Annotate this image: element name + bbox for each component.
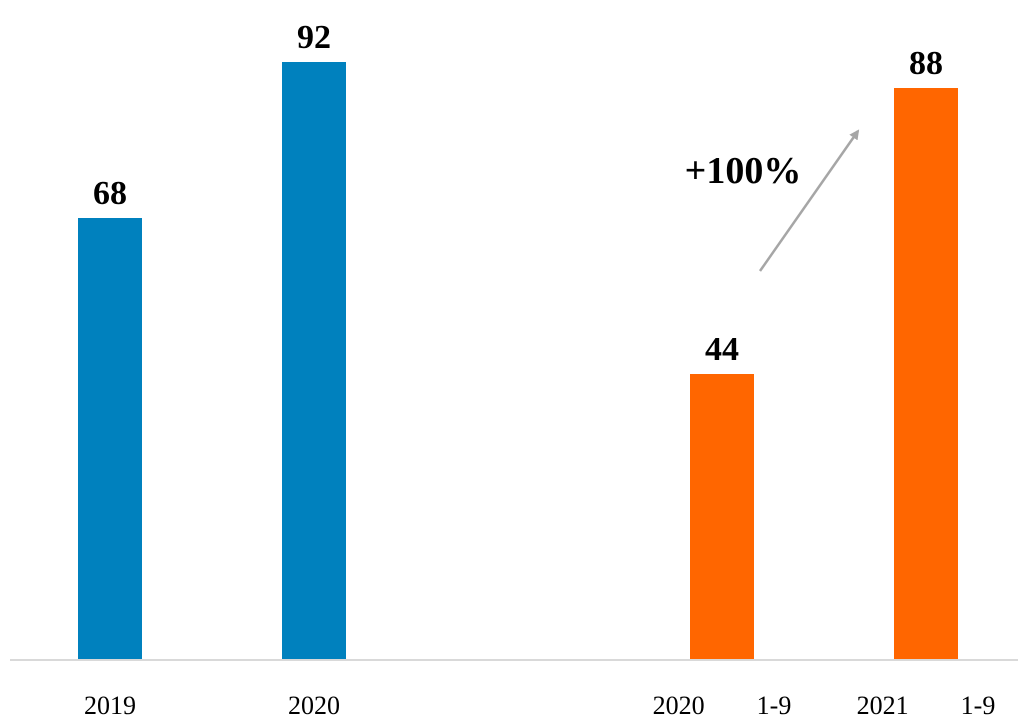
growth-annotation-label: +100% — [685, 150, 802, 192]
x-tick-label-2020: 2020 — [288, 691, 340, 720]
labels-layer: 68 2019 92 2020 44 2020 1-9 88 2021 1-9 — [84, 19, 995, 720]
x-tick-label-2021-1-9: 2021 1-9 — [857, 691, 996, 720]
data-label-2019: 68 — [93, 175, 127, 212]
growth-arrow — [758, 129, 860, 272]
data-label-2020-1-9: 44 — [705, 331, 739, 368]
bar-2020 — [282, 62, 346, 660]
x-tick-label-2020-1-9: 2020 1-9 — [653, 691, 792, 720]
data-label-2020: 92 — [297, 19, 331, 56]
bars-layer — [78, 62, 958, 660]
bar-2021-1-9 — [894, 88, 958, 660]
annotation-layer: +100% — [685, 129, 860, 272]
data-label-2021-1-9: 88 — [909, 45, 943, 82]
bar-2020-1-9 — [690, 374, 754, 660]
x-tick-label-2019: 2019 — [84, 691, 136, 720]
bar-2019 — [78, 218, 142, 660]
